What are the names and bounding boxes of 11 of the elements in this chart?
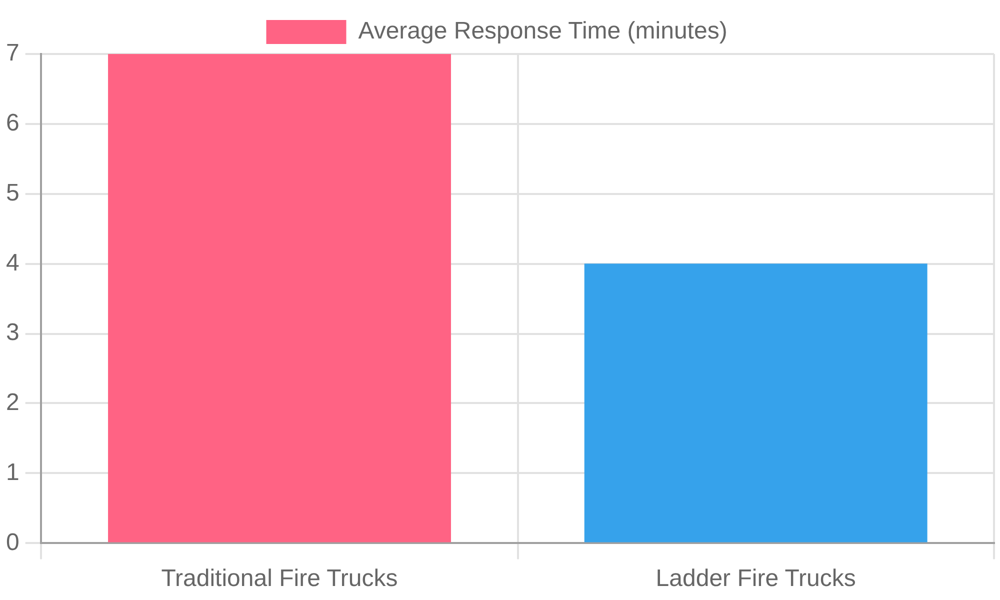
y-tick-label: 1 <box>6 458 20 486</box>
y-tick-label: 4 <box>6 249 20 276</box>
y-tick-label: 0 <box>6 528 20 556</box>
x-tick-label: Traditional Fire Trucks <box>161 565 398 592</box>
y-tick-label: 5 <box>6 179 20 206</box>
y-tick-label: 6 <box>6 110 20 137</box>
y-tick-label: 2 <box>6 389 20 416</box>
x-tick-label: Ladder Fire Trucks <box>656 565 856 592</box>
y-tick-label: 3 <box>6 319 20 346</box>
legend-label: Average Response Time (minutes) <box>358 18 728 45</box>
y-tick-label: 7 <box>6 40 20 67</box>
